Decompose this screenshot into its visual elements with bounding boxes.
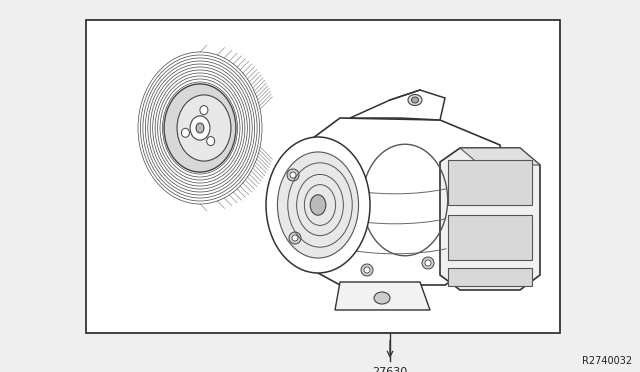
- Polygon shape: [280, 118, 505, 285]
- Ellipse shape: [361, 264, 373, 276]
- Ellipse shape: [207, 137, 214, 145]
- Ellipse shape: [292, 235, 298, 241]
- Bar: [448, 268, 532, 286]
- Ellipse shape: [290, 172, 296, 178]
- Text: 27630: 27630: [372, 367, 408, 372]
- Ellipse shape: [425, 260, 431, 266]
- Ellipse shape: [177, 95, 231, 161]
- Bar: [448, 215, 532, 260]
- Ellipse shape: [408, 94, 422, 106]
- Ellipse shape: [181, 128, 189, 137]
- Polygon shape: [335, 282, 430, 310]
- Ellipse shape: [164, 84, 236, 172]
- Bar: [448, 160, 532, 205]
- Ellipse shape: [412, 97, 419, 103]
- Ellipse shape: [190, 116, 210, 140]
- Ellipse shape: [422, 257, 434, 269]
- Ellipse shape: [310, 195, 326, 215]
- Ellipse shape: [374, 292, 390, 304]
- Ellipse shape: [200, 106, 208, 115]
- Ellipse shape: [278, 152, 358, 258]
- Ellipse shape: [287, 169, 299, 181]
- Ellipse shape: [289, 232, 301, 244]
- Ellipse shape: [266, 137, 370, 273]
- Bar: [86, 20, 560, 333]
- Ellipse shape: [364, 267, 370, 273]
- Polygon shape: [350, 90, 445, 120]
- Polygon shape: [440, 148, 540, 290]
- Ellipse shape: [138, 52, 262, 204]
- Text: R2740032: R2740032: [582, 356, 632, 366]
- Ellipse shape: [196, 123, 204, 133]
- Polygon shape: [460, 148, 540, 165]
